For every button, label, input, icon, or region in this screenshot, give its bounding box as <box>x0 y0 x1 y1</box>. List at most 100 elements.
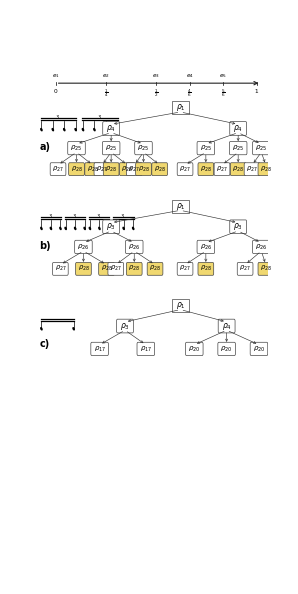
Ellipse shape <box>108 227 110 230</box>
Text: $\rho_1$: $\rho_1$ <box>176 300 185 311</box>
Ellipse shape <box>63 128 66 131</box>
Text: $\rho_4$: $\rho_4$ <box>222 321 232 331</box>
FancyBboxPatch shape <box>94 163 110 176</box>
FancyBboxPatch shape <box>258 163 274 176</box>
Ellipse shape <box>40 327 43 330</box>
Text: $\rho_3$: $\rho_3$ <box>106 222 116 232</box>
FancyBboxPatch shape <box>230 122 247 135</box>
Text: 3: 3 <box>49 214 52 219</box>
Text: a): a) <box>40 142 51 152</box>
Text: 3: 3 <box>98 115 101 120</box>
FancyBboxPatch shape <box>172 200 189 213</box>
FancyBboxPatch shape <box>218 319 235 333</box>
Ellipse shape <box>89 227 91 230</box>
Text: $\rho_{20}$: $\rho_{20}$ <box>188 345 201 353</box>
Ellipse shape <box>132 227 134 230</box>
FancyBboxPatch shape <box>177 263 193 275</box>
Text: $\rho_{28}$: $\rho_{28}$ <box>121 165 133 174</box>
Ellipse shape <box>83 227 86 230</box>
Text: b): b) <box>40 241 51 251</box>
FancyBboxPatch shape <box>135 141 152 155</box>
Text: $\frac{1}{4}$: $\frac{1}{4}$ <box>104 87 108 99</box>
Ellipse shape <box>74 128 77 131</box>
Text: $e_1$: $e_1$ <box>52 72 60 80</box>
FancyBboxPatch shape <box>198 263 214 275</box>
FancyBboxPatch shape <box>103 141 120 155</box>
FancyBboxPatch shape <box>126 163 142 176</box>
FancyBboxPatch shape <box>229 141 247 155</box>
Text: $\rho_1$: $\rho_1$ <box>176 201 185 211</box>
Text: $e_3$: $e_3$ <box>152 72 160 80</box>
FancyBboxPatch shape <box>137 342 155 356</box>
FancyBboxPatch shape <box>52 263 68 275</box>
FancyBboxPatch shape <box>172 102 189 114</box>
Text: $\frac{1}{2}$: $\frac{1}{2}$ <box>154 87 159 99</box>
Text: $\rho_1$: $\rho_1$ <box>176 102 185 113</box>
Text: $\rho_{27}$: $\rho_{27}$ <box>216 165 228 174</box>
FancyBboxPatch shape <box>218 342 235 356</box>
Text: $\rho_{25}$: $\rho_{25}$ <box>200 144 212 153</box>
FancyBboxPatch shape <box>230 220 247 233</box>
Text: $\rho_{28}$: $\rho_{28}$ <box>260 264 272 273</box>
FancyBboxPatch shape <box>244 163 260 176</box>
Text: c): c) <box>40 339 50 349</box>
Text: $e_5$: $e_5$ <box>219 72 227 80</box>
Ellipse shape <box>122 227 125 230</box>
Text: $\rho_{20}$: $\rho_{20}$ <box>221 345 233 353</box>
Text: $0$: $0$ <box>53 87 58 95</box>
Text: $\rho_{17}$: $\rho_{17}$ <box>140 345 152 353</box>
FancyBboxPatch shape <box>172 299 189 312</box>
Text: $\rho_{28}$: $\rho_{28}$ <box>101 264 112 273</box>
Text: $\rho_{28}$: $\rho_{28}$ <box>87 165 99 174</box>
FancyBboxPatch shape <box>91 342 108 356</box>
FancyBboxPatch shape <box>258 263 274 275</box>
Text: 3: 3 <box>56 115 59 120</box>
Text: $\rho_{28}$: $\rho_{28}$ <box>149 264 161 273</box>
Text: $\rho_{25}$: $\rho_{25}$ <box>70 144 83 153</box>
FancyBboxPatch shape <box>147 263 163 275</box>
Text: $\rho_{28}$: $\rho_{28}$ <box>200 264 212 273</box>
Ellipse shape <box>93 128 96 131</box>
FancyBboxPatch shape <box>214 163 230 176</box>
FancyBboxPatch shape <box>85 163 100 176</box>
Text: $\rho_{25}$: $\rho_{25}$ <box>137 144 150 153</box>
Text: $\rho_{27}$: $\rho_{27}$ <box>239 264 251 273</box>
Text: $\rho_{28}$: $\rho_{28}$ <box>200 165 212 174</box>
Ellipse shape <box>113 227 116 230</box>
FancyBboxPatch shape <box>252 141 270 155</box>
Text: $\rho_{27}$: $\rho_{27}$ <box>179 264 191 273</box>
Ellipse shape <box>64 227 67 230</box>
Text: $e_4$: $e_4$ <box>186 72 194 80</box>
FancyBboxPatch shape <box>136 163 151 176</box>
Text: $\rho_3$: $\rho_3$ <box>120 321 130 331</box>
Text: $\rho_4$: $\rho_4$ <box>106 123 116 134</box>
Text: $\rho_3$: $\rho_3$ <box>233 222 243 232</box>
Text: $\rho_{26}$: $\rho_{26}$ <box>128 242 140 251</box>
FancyBboxPatch shape <box>197 241 215 254</box>
Ellipse shape <box>105 128 107 131</box>
FancyBboxPatch shape <box>252 241 270 254</box>
Text: $\rho_{27}$: $\rho_{27}$ <box>55 264 66 273</box>
Ellipse shape <box>72 327 75 330</box>
Text: $\rho_{27}$: $\rho_{27}$ <box>246 165 258 174</box>
Ellipse shape <box>98 227 101 230</box>
Ellipse shape <box>40 227 43 230</box>
Text: $\rho_{26}$: $\rho_{26}$ <box>255 242 268 251</box>
FancyBboxPatch shape <box>177 163 193 176</box>
FancyBboxPatch shape <box>119 163 135 176</box>
Ellipse shape <box>52 128 54 131</box>
Text: $\rho_{27}$: $\rho_{27}$ <box>179 165 191 174</box>
FancyBboxPatch shape <box>68 141 85 155</box>
FancyBboxPatch shape <box>103 122 119 135</box>
FancyBboxPatch shape <box>126 263 142 275</box>
Text: $\rho_{28}$: $\rho_{28}$ <box>154 165 166 174</box>
Text: $e_2$: $e_2$ <box>102 72 110 80</box>
Text: $1$: $1$ <box>254 87 259 95</box>
FancyBboxPatch shape <box>117 319 134 333</box>
FancyBboxPatch shape <box>103 163 119 176</box>
FancyBboxPatch shape <box>76 263 91 275</box>
FancyBboxPatch shape <box>197 141 215 155</box>
FancyBboxPatch shape <box>75 241 92 254</box>
FancyBboxPatch shape <box>152 163 167 176</box>
FancyBboxPatch shape <box>103 220 119 233</box>
